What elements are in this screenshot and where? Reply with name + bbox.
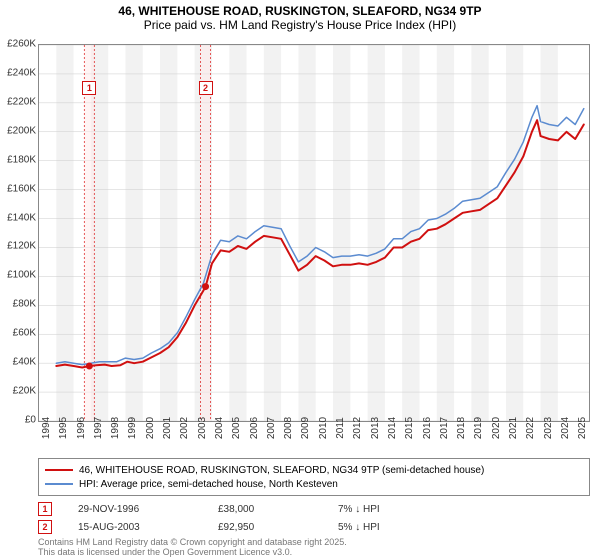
chart-plot-area: 12 — [38, 44, 590, 422]
x-axis-tick-label: 2016 — [422, 417, 433, 439]
transaction-date: 15-AUG-2003 — [78, 522, 218, 533]
x-axis-tick-label: 2019 — [473, 417, 484, 439]
transactions-table: 1 29-NOV-1996 £38,000 7% ↓ HPI 2 15-AUG-… — [38, 500, 458, 536]
x-axis-tick-label: 2005 — [231, 417, 242, 439]
transaction-price: £38,000 — [218, 504, 338, 515]
y-axis-tick-label: £140K — [0, 212, 36, 223]
x-axis-tick-label: 2006 — [249, 417, 260, 439]
chart-container: 46, WHITEHOUSE ROAD, RUSKINGTON, SLEAFOR… — [0, 0, 600, 560]
title-block: 46, WHITEHOUSE ROAD, RUSKINGTON, SLEAFOR… — [0, 0, 600, 32]
transaction-diff: 7% ↓ HPI — [338, 504, 458, 515]
transaction-marker-flag: 1 — [82, 81, 96, 95]
x-axis-tick-label: 2017 — [439, 417, 450, 439]
x-axis-tick-label: 2008 — [283, 417, 294, 439]
y-axis-tick-label: £240K — [0, 67, 36, 78]
y-axis-tick-label: £40K — [0, 357, 36, 368]
x-axis-tick-label: 2007 — [266, 417, 277, 439]
x-axis-tick-label: 1995 — [58, 417, 69, 439]
legend-item-price-paid: 46, WHITEHOUSE ROAD, RUSKINGTON, SLEAFOR… — [45, 463, 583, 477]
x-axis-tick-label: 2001 — [162, 417, 173, 439]
y-axis-tick-label: £200K — [0, 125, 36, 136]
x-axis-tick-label: 2010 — [318, 417, 329, 439]
x-axis-tick-label: 1998 — [110, 417, 121, 439]
x-axis-tick-label: 2002 — [179, 417, 190, 439]
y-axis-tick-label: £160K — [0, 183, 36, 194]
y-axis-tick-label: £260K — [0, 39, 36, 50]
transaction-row: 2 15-AUG-2003 £92,950 5% ↓ HPI — [38, 518, 458, 536]
legend-label-hpi: HPI: Average price, semi-detached house,… — [79, 479, 338, 490]
transaction-marker-icon: 1 — [38, 502, 52, 516]
x-axis-tick-label: 2014 — [387, 417, 398, 439]
legend-item-hpi: HPI: Average price, semi-detached house,… — [45, 477, 583, 491]
x-axis-tick-label: 2015 — [404, 417, 415, 439]
chart-svg — [39, 45, 589, 421]
x-axis-tick-label: 1999 — [127, 417, 138, 439]
legend-swatch-price-paid — [45, 469, 73, 471]
x-axis-tick-label: 1996 — [76, 417, 87, 439]
legend-box: 46, WHITEHOUSE ROAD, RUSKINGTON, SLEAFOR… — [38, 458, 590, 496]
x-axis-tick-label: 1994 — [41, 417, 52, 439]
x-axis-tick-label: 2023 — [543, 417, 554, 439]
y-axis-tick-label: £100K — [0, 270, 36, 281]
transaction-marker-cell: 1 — [38, 502, 78, 516]
x-axis-tick-label: 2020 — [491, 417, 502, 439]
x-axis-tick-label: 2013 — [370, 417, 381, 439]
x-axis-tick-label: 2018 — [456, 417, 467, 439]
x-axis-tick-label: 1997 — [93, 417, 104, 439]
x-axis-tick-label: 2004 — [214, 417, 225, 439]
footer-line2: This data is licensed under the Open Gov… — [38, 548, 347, 558]
title-line1: 46, WHITEHOUSE ROAD, RUSKINGTON, SLEAFOR… — [0, 4, 600, 18]
x-axis-tick-label: 2022 — [525, 417, 536, 439]
transaction-date: 29-NOV-1996 — [78, 504, 218, 515]
title-line2: Price paid vs. HM Land Registry's House … — [0, 18, 600, 32]
y-axis-tick-label: £60K — [0, 328, 36, 339]
y-axis-tick-label: £0 — [0, 415, 36, 426]
transaction-diff: 5% ↓ HPI — [338, 522, 458, 533]
x-axis-tick-label: 2003 — [197, 417, 208, 439]
x-axis-tick-label: 2000 — [145, 417, 156, 439]
legend-swatch-hpi — [45, 483, 73, 485]
legend-label-price-paid: 46, WHITEHOUSE ROAD, RUSKINGTON, SLEAFOR… — [79, 465, 484, 476]
footer-attribution: Contains HM Land Registry data © Crown c… — [38, 538, 347, 558]
y-axis-tick-label: £120K — [0, 241, 36, 252]
transaction-marker-cell: 2 — [38, 520, 78, 534]
y-axis-tick-label: £220K — [0, 96, 36, 107]
transaction-marker-flag: 2 — [199, 81, 213, 95]
x-axis-tick-label: 2024 — [560, 417, 571, 439]
y-axis-tick-label: £180K — [0, 154, 36, 165]
y-axis-tick-label: £80K — [0, 299, 36, 310]
transaction-row: 1 29-NOV-1996 £38,000 7% ↓ HPI — [38, 500, 458, 518]
x-axis-tick-label: 2021 — [508, 417, 519, 439]
y-axis-tick-label: £20K — [0, 386, 36, 397]
transaction-price: £92,950 — [218, 522, 338, 533]
x-axis-tick-label: 2025 — [577, 417, 588, 439]
x-axis-tick-label: 2011 — [335, 417, 346, 439]
x-axis-tick-label: 2009 — [300, 417, 311, 439]
transaction-marker-icon: 2 — [38, 520, 52, 534]
x-axis-tick-label: 2012 — [352, 417, 363, 439]
